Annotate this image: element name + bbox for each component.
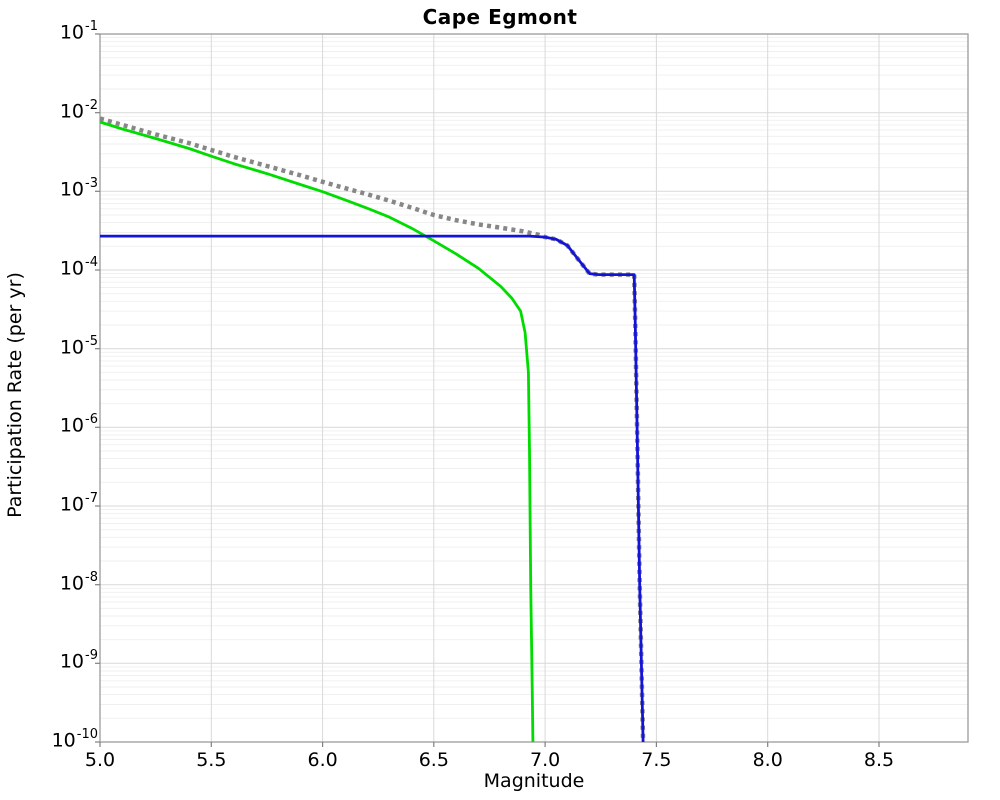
x-tick-label: 6.0 bbox=[307, 749, 338, 771]
x-axis-label: Magnitude bbox=[483, 770, 585, 792]
series-total-rate-dotted-gray bbox=[99, 116, 646, 743]
x-tick-label: 7.5 bbox=[641, 749, 672, 771]
minor-gridlines bbox=[100, 37, 968, 719]
y-tick-label: 10-6 bbox=[59, 412, 98, 437]
y-tick-label: 10-10 bbox=[51, 727, 98, 752]
major-gridlines bbox=[100, 33, 968, 743]
y-tick-label: 10-8 bbox=[59, 569, 98, 595]
y-tick-label: 10-3 bbox=[59, 176, 98, 201]
x-tick-label: 8.5 bbox=[863, 749, 895, 771]
x-tick-label: 7.0 bbox=[529, 749, 561, 771]
x-tick-label: 8.0 bbox=[752, 749, 783, 771]
y-tick-label: 10-9 bbox=[59, 648, 98, 673]
y-tick-label: 10-2 bbox=[59, 97, 98, 123]
plot-frame bbox=[99, 33, 969, 743]
x-tick-label: 5.0 bbox=[84, 749, 116, 771]
chart-title: Cape Egmont bbox=[422, 5, 578, 29]
y-tick-label: 10-1 bbox=[59, 19, 98, 44]
series-fault-rate-blue bbox=[100, 234, 645, 743]
vertical-gridlines bbox=[99, 34, 880, 742]
y-tick-label: 10-7 bbox=[59, 491, 98, 516]
series-background-rate-green bbox=[99, 120, 535, 743]
x-tick-label: 5.5 bbox=[196, 749, 227, 771]
axis-ticks bbox=[95, 33, 880, 747]
x-tick-label: 6.5 bbox=[418, 749, 449, 771]
y-tick-label: 10-4 bbox=[59, 255, 98, 280]
y-tick-label: 10-5 bbox=[59, 333, 98, 359]
